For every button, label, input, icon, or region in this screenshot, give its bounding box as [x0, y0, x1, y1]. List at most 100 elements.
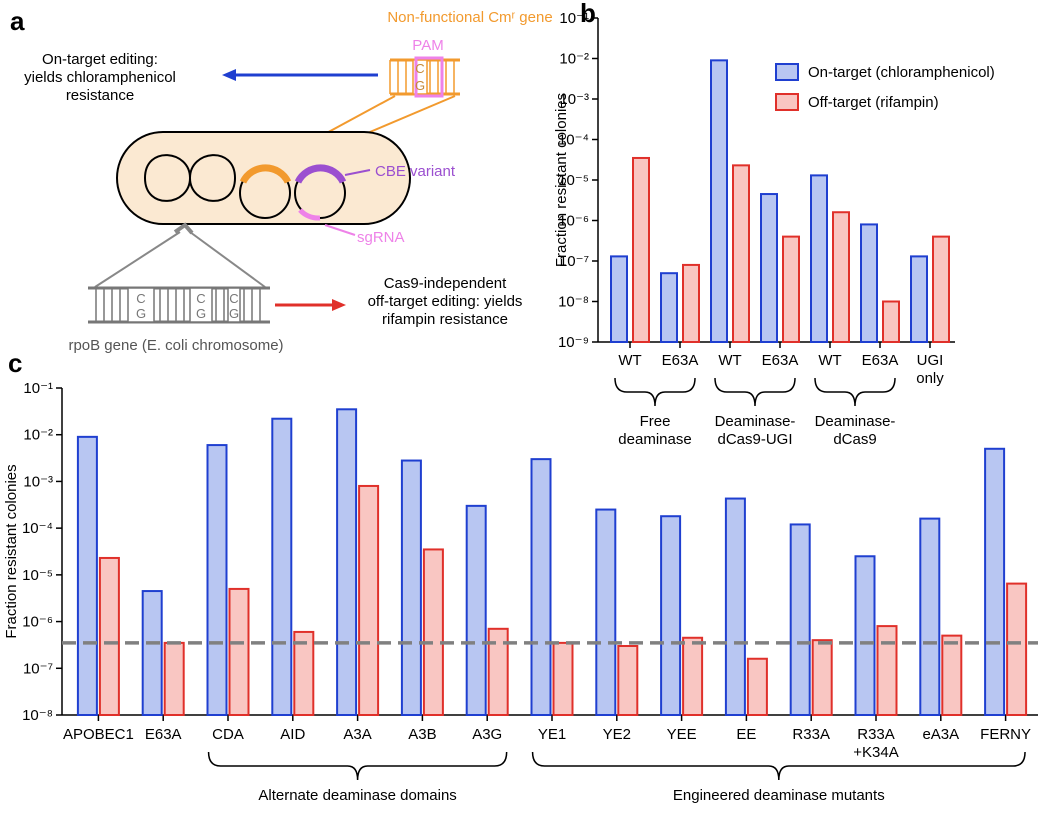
- y-tick-label: 10⁻¹: [559, 10, 589, 27]
- x-tick-label: A3G: [472, 726, 502, 743]
- x-tick-label: AID: [280, 726, 305, 743]
- bar: [1006, 582, 1028, 716]
- cell: [116, 131, 411, 225]
- base: G: [196, 306, 206, 321]
- y-tick-label: 10⁻¹: [23, 380, 53, 397]
- group-bracket: [531, 751, 1026, 781]
- x-tick-label: APOBEC1: [63, 726, 134, 743]
- gene-title: Non-functional Cmʳ gene: [387, 9, 552, 26]
- bar: [206, 444, 228, 716]
- y-tick-label: 10⁻⁷: [559, 253, 589, 270]
- bar: [465, 504, 487, 717]
- y-tick-label: 10⁻²: [559, 51, 589, 68]
- legend-label: Off-target (rifampin): [808, 94, 939, 111]
- base: G: [415, 78, 425, 93]
- y-tick-label: 10⁻⁴: [558, 132, 589, 149]
- bar: [660, 272, 678, 343]
- x-tick-label: UGI only: [916, 352, 944, 387]
- bar: [76, 435, 98, 716]
- x-tick-label: R33A: [792, 726, 830, 743]
- bar: [732, 164, 750, 343]
- chromosome: [143, 154, 237, 202]
- bar: [163, 641, 185, 716]
- bar: [552, 641, 574, 716]
- x-tick-label: E63A: [662, 352, 699, 369]
- x-tick-label: WT: [618, 352, 641, 369]
- panel-a: a Non-functional Cmʳ gene C G PAM On-tar…: [10, 6, 553, 354]
- link: [189, 231, 266, 288]
- bar: [860, 223, 878, 343]
- base: C: [415, 61, 424, 76]
- x-tick-label: YE1: [538, 726, 566, 743]
- sgrna-label: sgRNA: [357, 229, 405, 246]
- legend-swatch: [775, 63, 799, 81]
- cbe-label: CBE variant: [375, 163, 456, 180]
- on-target-text: On-target editing: yields chloramphenicol…: [24, 51, 176, 104]
- gene-arc: [239, 164, 292, 184]
- pam-label: PAM: [412, 37, 443, 54]
- y-tick-label: 10⁻³: [559, 91, 589, 108]
- x-tick-label: E63A: [762, 352, 799, 369]
- legend-label: On-target (chloramphenicol): [808, 64, 995, 81]
- rpob-label: rpoB gene (E. coli chromosome): [68, 337, 283, 354]
- bar: [710, 59, 728, 343]
- base: C: [196, 291, 205, 306]
- base: C: [229, 291, 238, 306]
- x-tick-label: WT: [718, 352, 741, 369]
- bar: [832, 211, 850, 343]
- y-tick-label: 10⁻⁵: [558, 172, 589, 189]
- base: G: [136, 306, 146, 321]
- bar: [610, 255, 628, 343]
- bar: [782, 235, 800, 344]
- bar: [932, 235, 950, 344]
- bar: [854, 555, 876, 716]
- x-tick-label: E63A: [145, 726, 182, 743]
- bar: [882, 300, 900, 343]
- bar: [293, 630, 315, 716]
- bar: [682, 636, 704, 717]
- bar: [760, 193, 778, 343]
- panel-label: c: [8, 348, 22, 378]
- x-tick-label: CDA: [212, 726, 244, 743]
- x-tick-label: E63A: [862, 352, 899, 369]
- x-tick-label: YE2: [603, 726, 631, 743]
- x-tick-label: EE: [736, 726, 756, 743]
- bar: [984, 447, 1006, 716]
- bar: [228, 587, 250, 717]
- y-tick-label: 10⁻⁴: [22, 520, 53, 537]
- link: [94, 231, 181, 288]
- group-label: Engineered deaminase mutants: [673, 787, 885, 804]
- bar: [876, 625, 898, 716]
- y-tick-label: 10⁻²: [23, 427, 53, 444]
- sgrna-arc: [298, 208, 321, 221]
- pointer: [324, 224, 356, 236]
- bar: [811, 639, 833, 716]
- base: G: [229, 306, 239, 321]
- bar: [530, 458, 552, 716]
- x-tick-label: R33A +K34A: [853, 726, 898, 761]
- off-target-text: Cas9-independent off-target editing: yiel…: [368, 275, 523, 328]
- y-tick-label: 10⁻⁹: [558, 334, 589, 351]
- arrow-head: [222, 69, 236, 81]
- pointer: [344, 169, 371, 176]
- y-tick-label: 10⁻³: [23, 473, 53, 490]
- bar: [98, 556, 120, 716]
- y-tick-label: 10⁻⁵: [22, 567, 53, 584]
- bar: [810, 174, 828, 343]
- group-label: Free deaminase: [618, 413, 691, 448]
- bar: [358, 484, 380, 716]
- legend-swatch: [775, 93, 799, 111]
- bar: [422, 548, 444, 717]
- group-bracket: [714, 377, 796, 407]
- group-label: Deaminase-dCas9: [815, 413, 896, 448]
- pam-box: [414, 56, 444, 98]
- x-tick-label: eA3A: [922, 726, 959, 743]
- dna-bottom: [88, 286, 270, 324]
- bar: [919, 517, 941, 716]
- bar: [682, 263, 700, 344]
- bar: [724, 497, 746, 717]
- y-tick-label: 10⁻⁸: [558, 294, 589, 311]
- bar: [789, 523, 811, 717]
- bar: [632, 156, 650, 343]
